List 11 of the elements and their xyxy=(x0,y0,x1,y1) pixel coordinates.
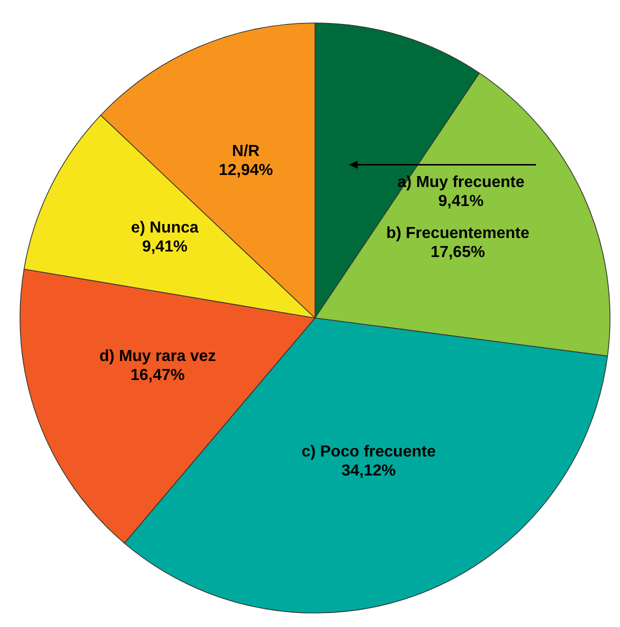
slice-label: b) Frecuentemente xyxy=(386,225,530,242)
slice-label: N/R xyxy=(232,142,260,160)
data-label: 9,41% xyxy=(142,238,188,256)
slice-label: d) Muy rara vez xyxy=(99,348,216,365)
slice-label: e) Nunca xyxy=(130,220,199,237)
data-label: 17,65% xyxy=(430,244,485,262)
data-label: 9,41% xyxy=(438,192,484,210)
data-label: 16,47% xyxy=(130,366,185,384)
slice-label: c) Poco frecuente xyxy=(301,443,436,460)
data-label: 34,12% xyxy=(341,462,396,480)
data-label: 12,94% xyxy=(218,162,273,179)
